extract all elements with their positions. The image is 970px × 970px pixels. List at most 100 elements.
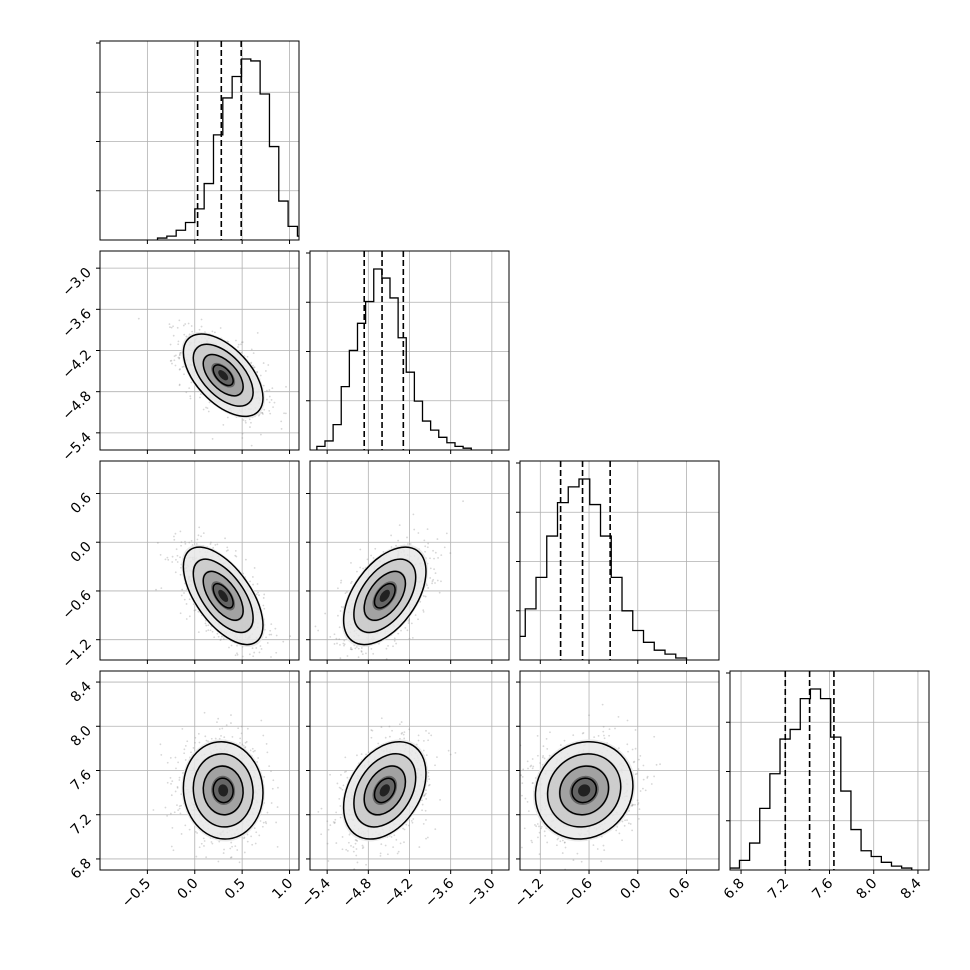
scatter-point [433, 557, 435, 560]
histogram-panel-2 [516, 460, 720, 664]
scatter-point [433, 568, 436, 571]
scatter-point [199, 396, 201, 399]
scatter-point [207, 410, 210, 413]
scatter-point [432, 549, 434, 552]
contour-line [212, 777, 234, 804]
scatter-point [372, 652, 375, 655]
scatter-point [269, 412, 272, 415]
scatter-point [179, 352, 182, 354]
scatter-point [197, 631, 200, 634]
scatter-point [359, 548, 362, 551]
scatter-point [372, 557, 375, 559]
scatter-point [397, 850, 400, 853]
scatter-point [171, 826, 174, 829]
scatter-point [255, 593, 258, 596]
scatter-point [175, 767, 177, 770]
scatter-point [601, 703, 604, 706]
scatter-point [181, 727, 184, 730]
scatter-point [164, 558, 167, 561]
scatter-point [194, 736, 197, 739]
scatter-point [190, 751, 192, 754]
scatter-point [370, 647, 373, 650]
scatter-point [205, 624, 208, 627]
scatter-point [314, 625, 317, 628]
scatter-point [417, 532, 420, 534]
scatter-point [177, 761, 180, 764]
scatter-point [269, 629, 272, 632]
scatter-point [257, 757, 260, 759]
scatter-point [395, 642, 398, 645]
scatter-point [431, 582, 434, 585]
scatter-point [268, 389, 271, 391]
scatter-point [272, 406, 274, 409]
scatter-point [352, 850, 355, 853]
scatter-panel-0-3 [96, 670, 300, 874]
scatter-point [238, 861, 241, 864]
scatter-point [178, 368, 181, 371]
scatter-point [424, 545, 427, 548]
scatter-point [449, 753, 452, 756]
scatter-point [211, 330, 214, 333]
scatter-point [329, 773, 331, 776]
scatter-point [340, 787, 342, 790]
scatter-point [184, 824, 187, 827]
scatter-point [251, 647, 254, 650]
scatter-point [244, 419, 247, 422]
scatter-point [179, 573, 182, 576]
scatter-point [217, 635, 220, 638]
scatter-point [362, 846, 365, 849]
scatter-point [440, 580, 442, 583]
scatter-point [379, 854, 382, 857]
scatter-point [189, 397, 192, 400]
scatter-point [275, 634, 278, 637]
scatter-point [407, 824, 410, 827]
scatter-point [393, 640, 396, 642]
scatter-point [262, 604, 265, 607]
scatter-point [270, 770, 272, 773]
scatter-point [219, 639, 222, 642]
scatter-point [407, 620, 410, 622]
scatter-point [179, 612, 182, 615]
scatter-point [572, 859, 575, 862]
scatter-point [427, 587, 430, 589]
contour-line [202, 353, 244, 397]
scatter-point [250, 835, 253, 838]
scatter-point [197, 732, 200, 735]
scatter-point [277, 786, 279, 789]
scatter-point [268, 401, 271, 404]
scatter-point [241, 432, 244, 435]
scatter-point [181, 366, 184, 368]
scatter-point [266, 811, 269, 814]
scatter-point [226, 416, 229, 419]
grid [520, 461, 719, 660]
scatter-point [360, 647, 363, 649]
scatter-panel-0-2 [96, 460, 300, 664]
scatter-point [262, 413, 264, 415]
scatter-point [335, 637, 338, 640]
scatter-point [395, 544, 397, 547]
scatter-point [180, 541, 183, 544]
scatter-point [425, 792, 427, 795]
scatter-point [259, 820, 262, 822]
scatter-point [403, 731, 406, 734]
scatter-point [326, 842, 329, 845]
scatter-point [360, 650, 363, 653]
scatter-point [170, 845, 173, 848]
scatter-point [262, 384, 265, 387]
scatter-point [171, 780, 174, 783]
scatter-point [179, 556, 181, 559]
scatter-point [334, 821, 336, 824]
scatter-point [178, 356, 181, 359]
scatter-point [173, 811, 176, 814]
scatter-point [178, 319, 181, 322]
scatter-point [175, 548, 178, 551]
scatter-point [424, 595, 427, 598]
scatter-point [338, 638, 341, 641]
scatter-point [426, 546, 429, 549]
scatter-point [336, 642, 338, 645]
scatter-point [173, 359, 176, 362]
scatter-point [152, 809, 155, 811]
scatter-point [263, 607, 266, 610]
scatter-point [347, 841, 350, 844]
